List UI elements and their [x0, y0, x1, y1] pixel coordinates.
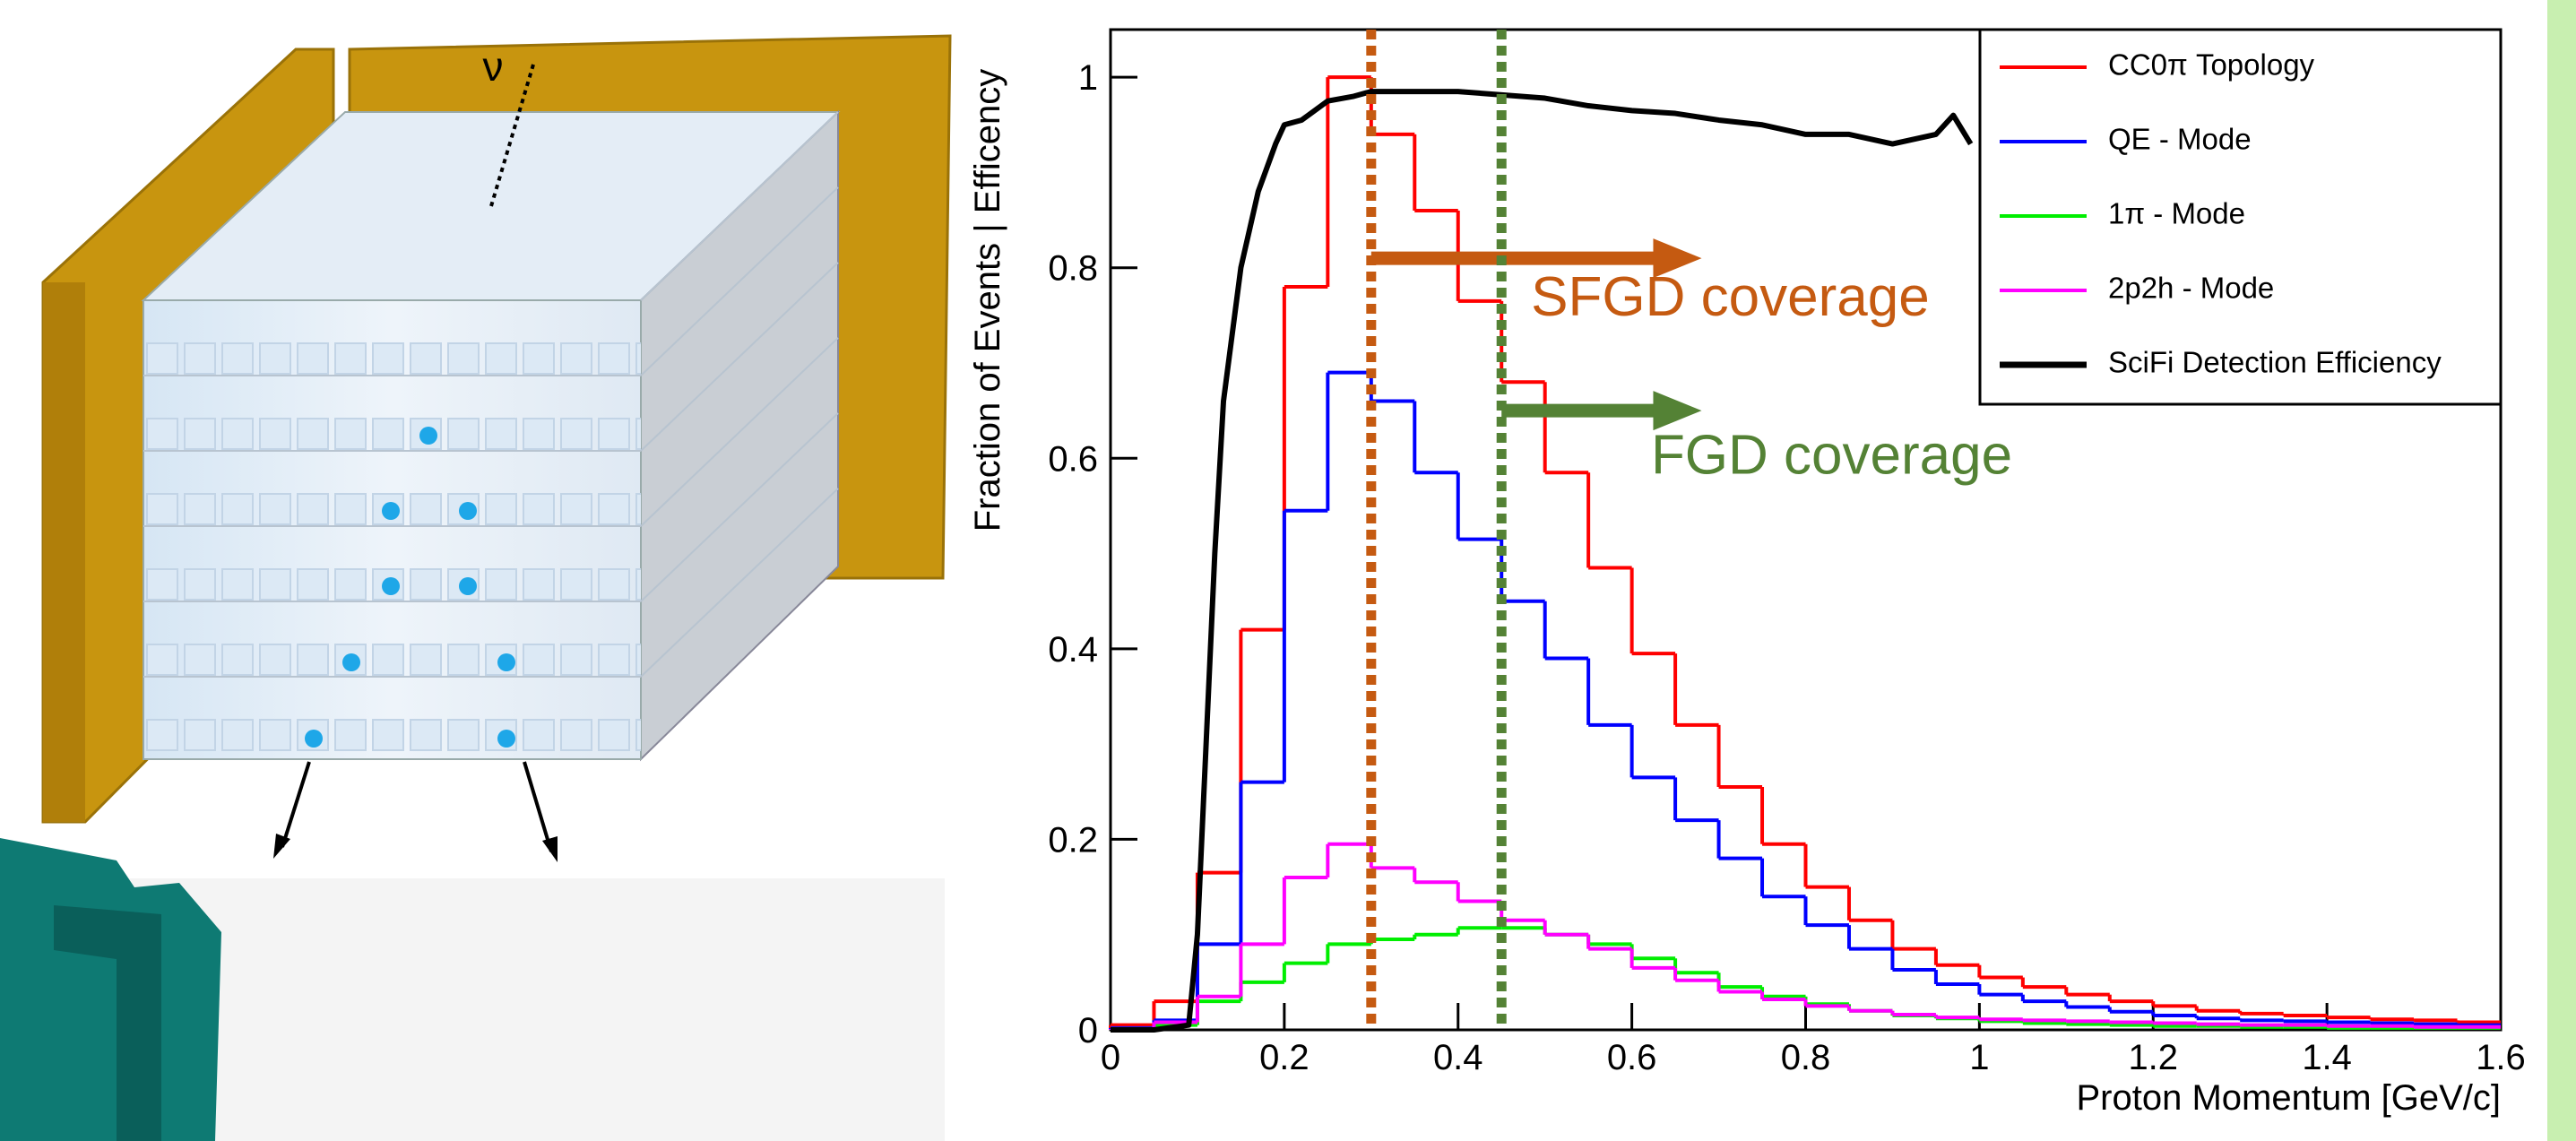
- outgoing-tracks: [281, 761, 553, 852]
- x-axis-label: Proton Momentum [GeV/c]: [2076, 1078, 2501, 1118]
- teal-shade: [54, 905, 161, 1141]
- coverage-label: SFGD coverage: [1531, 266, 1930, 328]
- coverage-label: FGD coverage: [1651, 424, 2012, 486]
- y-tick-label: 0.8: [1048, 249, 1098, 289]
- y-tick-label: 0.6: [1048, 439, 1098, 479]
- hits: [305, 427, 515, 748]
- cube-cells: [143, 300, 641, 759]
- y-tick-label: 0.4: [1048, 630, 1098, 670]
- legend: CC0π Topology QE - Mode 1π - Mode 2p2h - Mo…: [1978, 28, 2503, 406]
- cube-layers: [143, 111, 839, 678]
- x-tick-label: 1.6: [2476, 1038, 2526, 1077]
- plot: 0 0.2 0.4 0.6 0.8 1 1.2 1.4 1.6 0 0.2 0.4 0.6 0.8 1 SFG…: [1048, 30, 2526, 1077]
- neutrino-label: ν: [483, 43, 504, 90]
- arrowhead: [1653, 391, 1702, 431]
- efficiency-line: [1111, 89, 1974, 1033]
- x-tick-label: 0.2: [1259, 1038, 1310, 1077]
- legend-label: 1π - Mode: [2108, 197, 2245, 230]
- plate-edge: [43, 282, 85, 822]
- arrowhead: [1653, 238, 1702, 279]
- side-stripe: [2547, 0, 2576, 1141]
- x-tick-label: 1.2: [2128, 1038, 2178, 1077]
- y-tick-label: 1: [1078, 58, 1098, 98]
- x-tick-label: 0.8: [1781, 1038, 1831, 1077]
- detector-illustration: ν: [0, 34, 952, 1141]
- legend-label: 2p2h - Mode: [2108, 272, 2274, 305]
- x-tick-label: 0.6: [1607, 1038, 1657, 1077]
- x-tick-label: 1: [1969, 1038, 1989, 1077]
- arrowhead: [542, 836, 558, 862]
- neutrino-track: [489, 64, 535, 207]
- y-tick-label: 0.2: [1048, 820, 1098, 860]
- y-axis-label: Fraction of Events | Efficency: [968, 69, 1007, 532]
- x-tick-label: 1.4: [2302, 1038, 2352, 1077]
- x-tick-label: 0: [1101, 1038, 1120, 1077]
- y-tick-label: 0: [1078, 1011, 1098, 1050]
- arrowhead: [273, 834, 290, 859]
- legend-label: CC0π Topology: [2108, 48, 2315, 82]
- legend-label: QE - Mode: [2108, 123, 2252, 156]
- x-tick-label: 0.4: [1433, 1038, 1483, 1077]
- histogram-series: [1109, 75, 2501, 1030]
- legend-label: SciFi Detection Efficiency: [2108, 346, 2442, 379]
